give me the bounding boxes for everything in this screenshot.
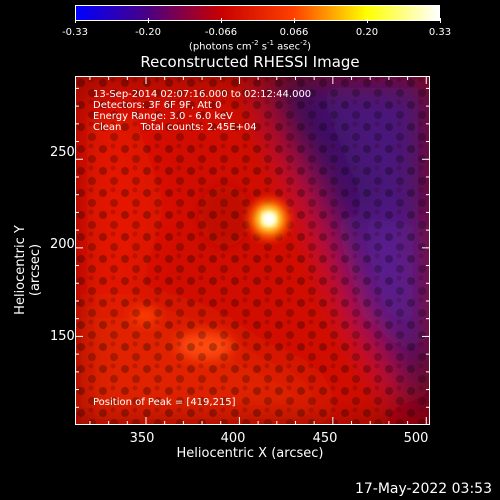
colorbar-tick-label: -0.066	[204, 27, 238, 38]
x-tick: 400	[220, 431, 246, 446]
colorbar-tick-label: 0.33	[428, 27, 452, 38]
colorbar	[75, 5, 440, 21]
image-title: Reconstructed RHESSI Image	[140, 53, 360, 71]
detectors: Detectors: 3F 6F 9F, Att 0	[93, 100, 222, 111]
colorbar-tick-mark	[221, 18, 222, 23]
peak-position: Position of Peak = [419,215]	[93, 397, 236, 408]
y-tick: 250	[50, 145, 75, 160]
x-tick: 450	[312, 431, 338, 446]
colorbar-tick-label: 0.066	[279, 27, 309, 38]
colorbar-tick-label: -0.20	[135, 27, 161, 38]
x-tick: 350	[129, 431, 155, 446]
colorbar-tick-mark	[148, 18, 149, 23]
colorbar-tick-label: -0.33	[62, 27, 88, 38]
solar-image	[75, 76, 430, 425]
colorbar-tick-mark	[294, 18, 295, 23]
colorbar-tick-mark	[75, 18, 76, 23]
time-range: 13-Sep-2014 02:07:16.000 to 02:12:44.000	[93, 89, 312, 100]
clean-counts: Clean Total counts: 2.45E+04	[93, 122, 257, 133]
x-axis-label: Heliocentric X (arcsec)	[176, 446, 324, 461]
x-tick: 500	[403, 431, 429, 446]
y-axis-label: Heliocentric Y (arcsec)	[13, 225, 43, 315]
colorbar-tick-label: 0.20	[355, 27, 379, 38]
colorbar-units: (photons cm-2 s-1 asec-2)	[188, 39, 312, 53]
y-tick: 200	[50, 237, 75, 252]
timestamp: 17-May-2022 03:53	[354, 481, 492, 497]
colorbar-tick-mark	[440, 18, 441, 23]
y-tick: 150	[50, 329, 75, 344]
colorbar-tick-mark	[367, 18, 368, 23]
energy-range: Energy Range: 3.0 - 6.0 keV	[93, 111, 233, 122]
